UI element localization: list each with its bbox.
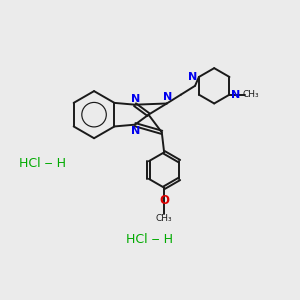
Text: CH₃: CH₃ — [156, 214, 172, 224]
Text: N: N — [231, 90, 241, 100]
Text: HCl ‒ H: HCl ‒ H — [127, 233, 173, 246]
Text: N: N — [188, 72, 197, 82]
Text: HCl ‒ H: HCl ‒ H — [19, 157, 66, 170]
Text: CH₃: CH₃ — [243, 90, 260, 99]
Text: N: N — [131, 126, 140, 136]
Text: N: N — [131, 94, 140, 103]
Text: N: N — [163, 92, 172, 102]
Text: O: O — [159, 194, 169, 207]
